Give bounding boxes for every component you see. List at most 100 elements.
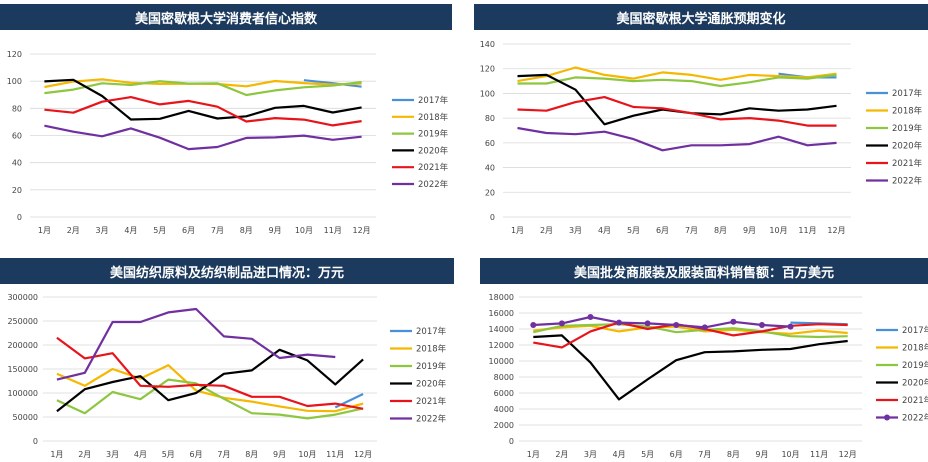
y-tick-label: 20 [485, 188, 495, 197]
data-point [673, 322, 680, 328]
x-tick-label: 5月 [627, 226, 640, 235]
x-tick-label: 12月 [352, 226, 370, 235]
series-line-2020年 [44, 78, 362, 121]
legend-label: 2022年 [892, 176, 923, 187]
series-line-2019年 [533, 323, 848, 339]
x-tick-label: 8月 [245, 450, 258, 459]
series-line-2017年 [303, 79, 362, 88]
legend-marker [884, 414, 890, 421]
y-tick-label: 100 [480, 89, 495, 98]
legend-label: 2021年 [892, 158, 923, 169]
data-point [644, 320, 651, 327]
legend-label: 2019年 [902, 360, 928, 371]
y-tick-label: 50000 [13, 413, 38, 422]
legend-label: 2018年 [416, 344, 447, 355]
x-tick-label: 5月 [153, 226, 166, 235]
x-tick-label: 2月 [67, 226, 80, 235]
y-tick-label: 300000 [7, 293, 38, 302]
x-tick-label: 12月 [839, 450, 857, 459]
y-tick-label: 0 [33, 437, 38, 446]
x-tick-label: 10月 [769, 226, 787, 235]
x-tick-label: 10月 [295, 226, 313, 235]
legend-label: 2022年 [416, 414, 447, 425]
x-tick-label: 9月 [269, 226, 282, 235]
series-line-2022年 [533, 315, 791, 329]
legend-label: 2019年 [892, 123, 923, 134]
y-tick-label: 4000 [494, 405, 514, 414]
x-tick-label: 5月 [162, 450, 175, 459]
x-tick-label: 11月 [798, 226, 816, 235]
x-tick-label: 6月 [182, 226, 195, 235]
legend-label: 2018年 [892, 106, 923, 117]
x-tick-label: 1月 [50, 450, 63, 459]
x-tick-label: 2月 [540, 226, 553, 235]
x-tick-label: 7月 [217, 450, 230, 459]
x-tick-label: 1月 [38, 226, 51, 235]
series-line-2019年 [44, 80, 362, 97]
x-tick-label: 9月 [273, 450, 286, 459]
y-tick-label: 20 [12, 186, 22, 195]
chart-title: 美国批发商服装及服装面料销售额：百万美元 [480, 258, 928, 284]
legend-label: 2018年 [902, 343, 928, 354]
legend-label: 2017年 [416, 326, 447, 337]
series-line-2022年 [44, 124, 362, 151]
legend-label: 2017年 [418, 95, 449, 106]
legend-label: 2018年 [418, 112, 449, 123]
y-tick-label: 250000 [7, 317, 38, 326]
legend-label: 2019年 [418, 129, 449, 140]
x-tick-label: 7月 [685, 226, 698, 235]
y-tick-label: 80 [12, 104, 22, 113]
legend-label: 2021年 [418, 162, 449, 173]
data-point [758, 322, 765, 328]
series-line-2020年 [533, 334, 848, 401]
series-line-2020年 [56, 348, 364, 413]
y-tick-label: 8000 [494, 373, 514, 382]
y-tick-label: 0 [509, 437, 514, 446]
x-tick-label: 6月 [656, 226, 669, 235]
data-point [587, 314, 594, 320]
x-tick-label: 3月 [96, 226, 109, 235]
y-tick-label: 200000 [7, 341, 38, 350]
x-tick-label: 10月 [781, 450, 799, 459]
x-tick-label: 3月 [569, 226, 582, 235]
legend-label: 2020年 [418, 145, 449, 156]
data-point [530, 322, 537, 328]
x-tick-label: 9月 [755, 450, 768, 459]
y-tick-label: 40 [485, 164, 495, 173]
x-tick-label: 4月 [612, 450, 625, 459]
series-line-2019年 [56, 378, 364, 420]
series-line-2021年 [56, 336, 364, 410]
y-tick-label: 60 [485, 139, 495, 148]
series-line-2021年 [517, 95, 837, 127]
legend-label: 2020年 [892, 141, 923, 152]
x-tick-label: 5月 [641, 450, 654, 459]
legend-label: 2022年 [418, 179, 449, 190]
x-tick-label: 12月 [354, 450, 372, 459]
x-tick-label: 9月 [743, 226, 756, 235]
x-tick-label: 6月 [670, 450, 683, 459]
x-tick-label: 8月 [240, 226, 253, 235]
x-tick-label: 3月 [106, 450, 119, 459]
series-line-2018年 [56, 364, 364, 413]
y-tick-label: 0 [490, 213, 495, 222]
y-tick-label: 18000 [489, 293, 514, 302]
y-tick-label: 100000 [7, 389, 38, 398]
x-tick-label: 8月 [727, 450, 740, 459]
x-tick-label: 4月 [598, 226, 611, 235]
x-tick-label: 1月 [511, 226, 524, 235]
series-line-2018年 [517, 66, 837, 83]
y-tick-label: 60 [12, 132, 22, 141]
series-line-2019年 [517, 73, 837, 88]
legend-label: 2021年 [902, 395, 928, 406]
series-line-2022年 [56, 307, 336, 381]
x-tick-label: 4月 [134, 450, 147, 459]
data-point [701, 324, 708, 331]
y-tick-label: 14000 [489, 325, 514, 334]
x-tick-label: 11月 [810, 450, 828, 459]
data-point [558, 320, 565, 327]
x-tick-label: 6月 [190, 450, 203, 459]
y-tick-label: 80 [485, 114, 495, 123]
